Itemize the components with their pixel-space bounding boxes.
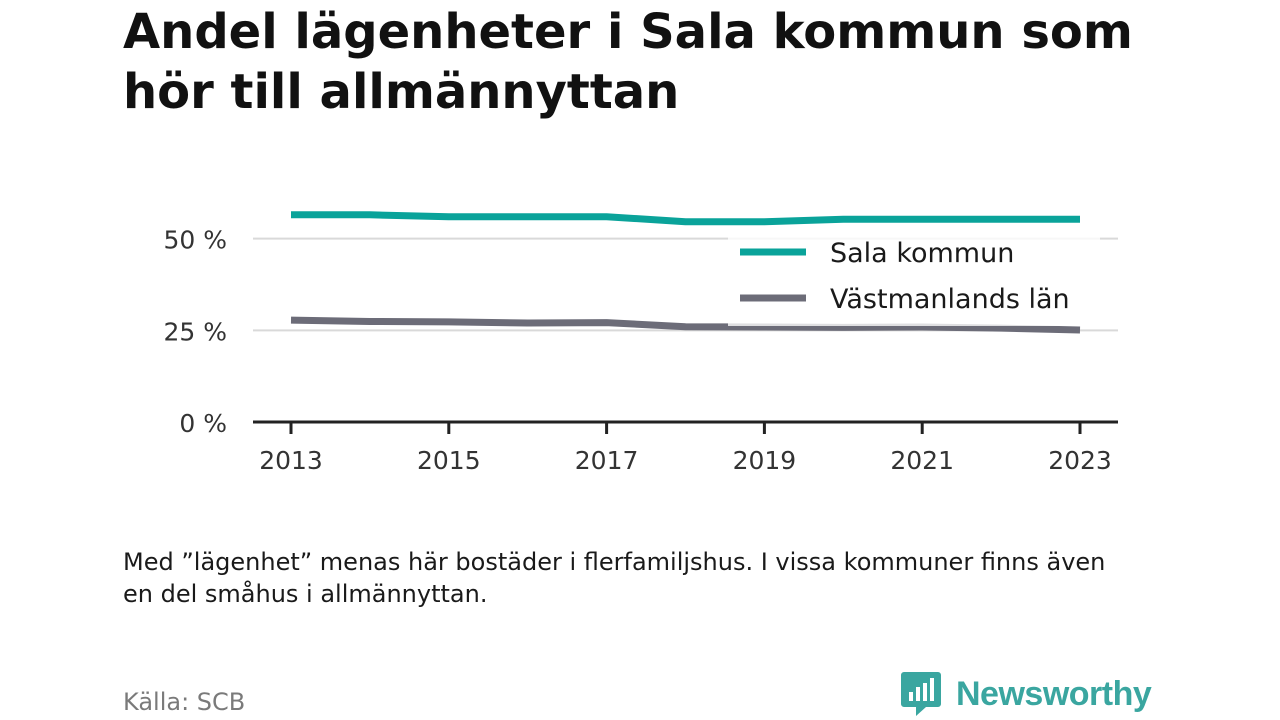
series-line: [291, 211, 1080, 226]
x-tick-label: 2019: [733, 446, 797, 475]
chart-title: Andel lägenheter i Sala kommun som hör t…: [123, 4, 1133, 120]
y-tick-label: 50 %: [163, 226, 227, 255]
y-axis-tick-labels: 0 % 25 % 50 %: [163, 226, 227, 438]
x-tick-label: 2013: [259, 446, 323, 475]
series-lines: [290, 211, 1081, 334]
y-tick-label: 25 %: [163, 317, 227, 346]
x-tick-label: 2023: [1048, 446, 1112, 475]
x-axis: 2013 2015 2017 2019 2021 2023: [253, 420, 1118, 475]
legend-background: [728, 226, 1100, 326]
series-line: [290, 316, 1081, 334]
x-tick-label: 2021: [890, 446, 954, 475]
newsworthy-logo: Newsworthy: [900, 670, 1152, 718]
x-tick-label: 2017: [575, 446, 639, 475]
x-tick-label: 2015: [417, 446, 481, 475]
legend: Sala kommun Västmanlands län: [728, 226, 1100, 326]
source-label: Källa: SCB: [123, 688, 246, 716]
y-tick-label: 0 %: [179, 409, 227, 438]
bar-chart-speech-bubble-icon: [901, 672, 941, 716]
brand-name: Newsworthy: [956, 674, 1152, 713]
legend-label: Sala kommun: [830, 238, 1014, 269]
chart-note: Med ”lägenhet” menas här bostäder i fler…: [123, 548, 1106, 608]
legend-label: Västmanlands län: [830, 284, 1070, 315]
